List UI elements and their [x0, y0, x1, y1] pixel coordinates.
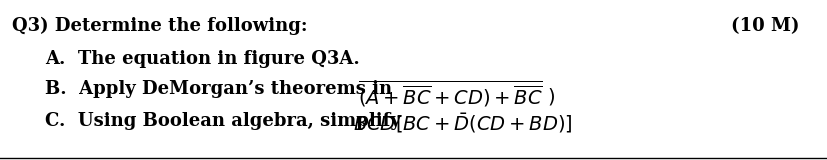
Text: C.  Using Boolean algebra, simplify: C. Using Boolean algebra, simplify [45, 112, 413, 130]
Text: (10 M): (10 M) [730, 17, 799, 35]
Text: $\overline{(A+\overline{BC}+CD)+\overline{BC}}\ )$: $\overline{(A+\overline{BC}+CD)+\overlin… [357, 79, 555, 109]
Text: $BCD[BC+\bar{D}(CD+BD)]$: $BCD[BC+\bar{D}(CD+BD)]$ [352, 111, 572, 135]
Text: B.  Apply DeMorgan’s theorems in: B. Apply DeMorgan’s theorems in [45, 80, 398, 98]
Text: Q3) Determine the following:: Q3) Determine the following: [12, 17, 307, 35]
Text: A.  The equation in figure Q3A.: A. The equation in figure Q3A. [45, 50, 359, 68]
